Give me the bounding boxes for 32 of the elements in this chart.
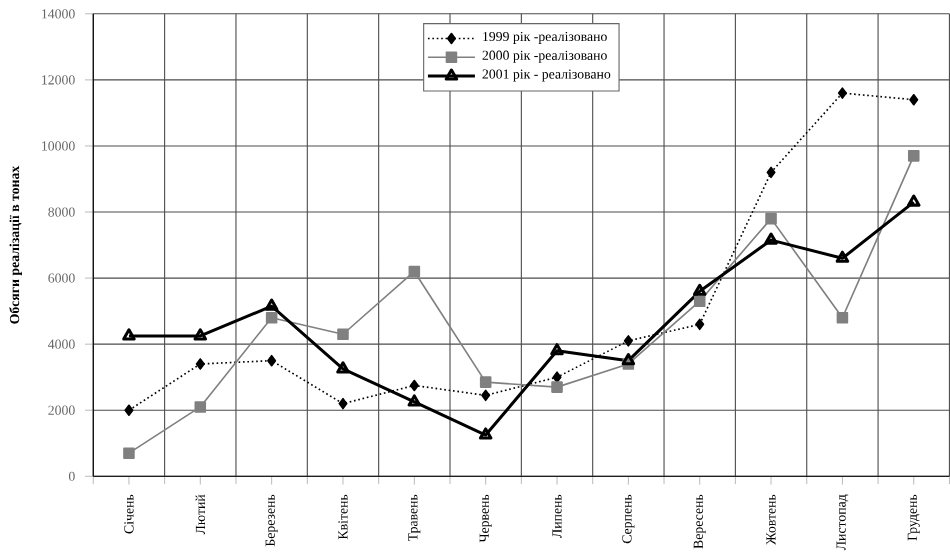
point [692,283,707,297]
point [337,328,349,341]
point [907,150,920,162]
point [550,343,564,356]
point [766,166,776,179]
point [764,232,778,245]
point [409,379,419,392]
point [194,401,207,413]
point [695,318,705,331]
point [909,94,919,106]
point [621,353,636,366]
point [124,404,134,417]
point [623,335,633,347]
point [836,312,849,324]
point [264,298,279,311]
point [765,213,777,225]
point [479,376,492,389]
point [481,389,491,402]
point [835,250,850,264]
point [265,312,278,324]
point [408,265,421,278]
point [551,381,563,394]
point [123,447,135,460]
point [195,358,205,371]
point [407,394,422,407]
point [336,361,350,374]
point [338,398,348,410]
point [693,295,706,308]
point [837,87,847,100]
point [193,328,208,341]
point [478,427,493,440]
point [267,355,277,367]
